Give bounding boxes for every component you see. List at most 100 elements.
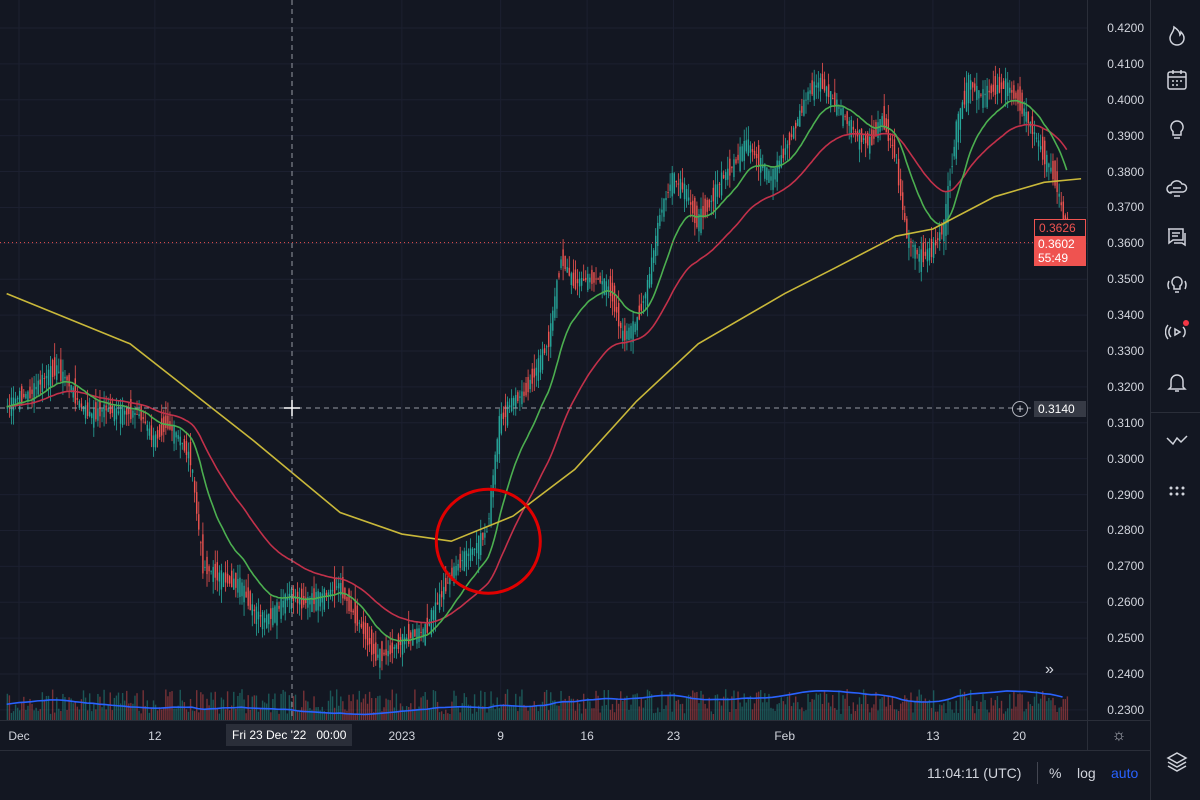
volume-bar bbox=[177, 705, 179, 720]
candle-body bbox=[737, 154, 739, 161]
candle-body bbox=[916, 249, 918, 255]
candle-body bbox=[1060, 202, 1062, 206]
candle-body bbox=[358, 622, 361, 624]
volume-bar bbox=[751, 709, 754, 720]
candle-body bbox=[1048, 163, 1050, 168]
candle-body bbox=[447, 582, 449, 584]
candle-body bbox=[599, 276, 601, 283]
add-alert-plus-icon[interactable]: + bbox=[1012, 401, 1028, 417]
chart-plot-area[interactable] bbox=[0, 0, 1087, 750]
volume-bar bbox=[885, 706, 887, 720]
candle-body bbox=[356, 605, 358, 626]
chart-patterns-icon[interactable] bbox=[1165, 428, 1189, 452]
scroll-to-realtime-icon[interactable]: » bbox=[1045, 661, 1054, 678]
candle-body bbox=[243, 585, 245, 603]
volume-bar bbox=[644, 700, 647, 720]
price-tick-label: 0.2700 bbox=[1107, 559, 1144, 574]
time-axis[interactable]: Dec 12 2023 9 16 23 Feb 13 20 bbox=[0, 720, 1087, 750]
candle-body bbox=[443, 586, 445, 600]
candle-body bbox=[895, 162, 898, 164]
volume-bar bbox=[329, 690, 332, 720]
volume-bar bbox=[99, 696, 101, 720]
price-axis[interactable]: 0.4200 0.4100 0.4000 0.3900 0.3800 0.3700 0.36… bbox=[1087, 0, 1150, 750]
volume-bar bbox=[1004, 711, 1007, 720]
candle-body bbox=[132, 410, 134, 418]
candle-body bbox=[391, 642, 393, 653]
dots-icon[interactable] bbox=[1165, 480, 1189, 504]
auto-toggle[interactable]: auto bbox=[1111, 765, 1139, 781]
candle-body bbox=[115, 408, 118, 420]
idea-icon[interactable] bbox=[1165, 118, 1189, 142]
volume-bar bbox=[364, 694, 367, 720]
volume-bar bbox=[288, 695, 291, 720]
candle-body bbox=[663, 198, 665, 217]
candle-body bbox=[871, 129, 873, 146]
chat-icon[interactable] bbox=[1165, 225, 1189, 249]
flame-icon[interactable] bbox=[1165, 23, 1189, 47]
candle-body bbox=[56, 365, 58, 380]
volume-bar bbox=[547, 710, 550, 720]
volume-bar bbox=[910, 692, 912, 720]
candle-body bbox=[924, 251, 927, 256]
volume-bar bbox=[438, 712, 441, 720]
candle-body bbox=[562, 249, 564, 267]
candle-body bbox=[51, 359, 54, 378]
chart-canvas[interactable] bbox=[0, 0, 1087, 750]
bell-icon[interactable] bbox=[1165, 370, 1189, 394]
volume-bar bbox=[582, 693, 585, 720]
volume-bar bbox=[663, 708, 665, 720]
volume-bar bbox=[387, 699, 389, 720]
time-tick-label: 12 bbox=[148, 729, 162, 743]
volume-bar bbox=[498, 707, 500, 720]
candle-body bbox=[412, 629, 414, 646]
volume-bar bbox=[408, 706, 410, 720]
candle-body bbox=[494, 454, 496, 485]
candle-body bbox=[471, 548, 474, 555]
volume-bar bbox=[451, 701, 453, 720]
volume-bar bbox=[655, 712, 657, 720]
candle-body bbox=[88, 411, 91, 417]
volume-bar bbox=[554, 700, 556, 720]
candle-body bbox=[513, 397, 515, 406]
volume-bar bbox=[428, 708, 431, 720]
broadcast-icon[interactable] bbox=[1165, 320, 1189, 344]
volume-bar bbox=[115, 695, 118, 720]
candle-body bbox=[537, 358, 540, 381]
time-tick-label: 23 bbox=[666, 729, 681, 743]
candle-body bbox=[1004, 78, 1007, 100]
candle-body bbox=[502, 412, 505, 419]
volume-bar bbox=[492, 703, 494, 720]
volume-bar bbox=[266, 703, 268, 720]
volume-bar bbox=[510, 705, 513, 720]
volume-bar bbox=[393, 707, 396, 720]
candle-body bbox=[708, 199, 710, 208]
volume-bar bbox=[994, 700, 997, 720]
volume-bar bbox=[809, 702, 811, 720]
volume-bar bbox=[568, 695, 570, 720]
volume-bar bbox=[375, 698, 377, 720]
candle-body bbox=[506, 401, 509, 426]
candle-body bbox=[459, 553, 461, 568]
volume-bar bbox=[82, 690, 85, 720]
log-toggle[interactable]: log bbox=[1077, 765, 1096, 781]
volume-bar bbox=[829, 706, 832, 720]
volume-bar bbox=[560, 690, 562, 720]
candle-body bbox=[747, 139, 750, 156]
utc-clock[interactable]: 11:04:11 (UTC) bbox=[927, 765, 1022, 781]
idea-stream-icon[interactable] bbox=[1165, 273, 1189, 297]
volume-bar bbox=[819, 693, 822, 720]
candle-body bbox=[268, 613, 270, 625]
candle-body bbox=[53, 357, 56, 376]
percent-toggle[interactable]: % bbox=[1049, 765, 1062, 781]
candle-body bbox=[803, 99, 805, 116]
volume-bar bbox=[62, 693, 64, 720]
volume-bar bbox=[1027, 701, 1029, 720]
layers-icon[interactable] bbox=[1165, 750, 1189, 774]
settings-sun-icon[interactable]: ☼ bbox=[1087, 720, 1150, 750]
calendar-icon[interactable] bbox=[1165, 68, 1189, 92]
chat-cloud-icon[interactable] bbox=[1165, 176, 1189, 200]
volume-bar bbox=[171, 691, 173, 720]
candle-body bbox=[739, 146, 741, 172]
candle-body bbox=[43, 377, 46, 379]
volume-bar bbox=[1039, 698, 1042, 720]
